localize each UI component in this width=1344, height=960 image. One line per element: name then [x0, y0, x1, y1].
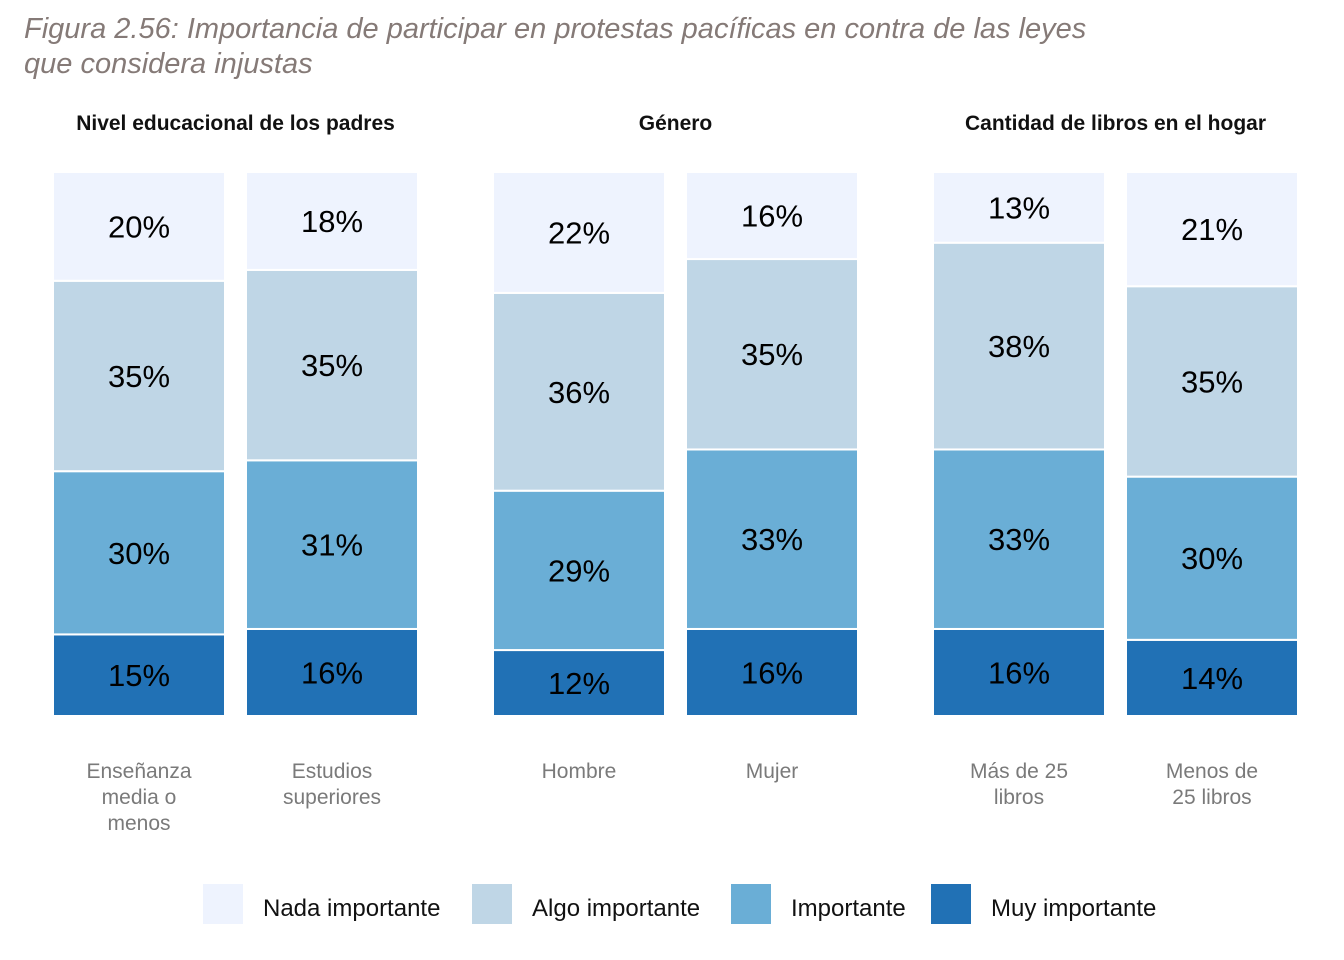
category-label: Hombre	[542, 760, 617, 783]
bar-segment	[685, 258, 859, 451]
panel-title: Género	[639, 112, 713, 135]
bar-segment	[245, 459, 419, 630]
legend-label: Algo importante	[532, 895, 700, 922]
data-label: 33%	[988, 522, 1050, 557]
data-label: 36%	[548, 375, 610, 410]
data-label: 21%	[1181, 212, 1243, 247]
bar-segment	[52, 279, 226, 473]
bar-segment	[492, 171, 666, 294]
category-label-line: Enseñanza	[86, 760, 191, 783]
data-label: 35%	[301, 348, 363, 383]
data-label: 18%	[301, 204, 363, 239]
category-label-line: libros	[994, 786, 1044, 809]
legend-swatch	[203, 884, 243, 924]
data-label: 14%	[1181, 661, 1243, 696]
data-label: 29%	[548, 553, 610, 588]
category-label-line: Hombre	[542, 760, 617, 783]
bar-segment	[932, 627, 1106, 718]
figure-title: Figura 2.56: Importancia de participar e…	[24, 13, 1087, 80]
category-label-line: superiores	[283, 786, 381, 809]
category-label-line: media o	[102, 786, 177, 809]
data-label: 16%	[741, 655, 803, 690]
bar-segment	[1125, 475, 1299, 641]
category-label: Más de 25 libros	[970, 760, 1068, 809]
data-label: 31%	[301, 528, 363, 563]
data-label: 35%	[1181, 364, 1243, 399]
bar-segment	[685, 171, 859, 261]
panel-title: Nivel educacional de los padres	[76, 112, 395, 135]
category-label: Enseñanza media o menos	[86, 760, 191, 835]
bar-segment	[1125, 171, 1299, 288]
bar-segment	[685, 627, 859, 718]
category-label: Estudios superiores	[283, 760, 381, 809]
data-label: 16%	[988, 655, 1050, 690]
bar-segment	[932, 241, 1106, 451]
legend-swatch	[472, 884, 512, 924]
bar-segment	[52, 470, 226, 636]
data-label: 35%	[108, 359, 170, 394]
panel-title: Cantidad de libros en el hogar	[965, 112, 1266, 135]
bar-segment	[52, 171, 226, 282]
data-label: 15%	[108, 658, 170, 693]
bar-segment	[1125, 638, 1299, 718]
category-label: Menos de 25 libros	[1166, 760, 1258, 809]
legend-swatch	[731, 884, 771, 924]
bar-segment	[1125, 285, 1299, 478]
bar-segment	[245, 268, 419, 462]
category-label-line: Más de 25	[970, 760, 1068, 783]
legend-label: Importante	[791, 895, 906, 922]
data-label: 33%	[741, 522, 803, 557]
data-label: 20%	[108, 209, 170, 244]
data-label: 35%	[741, 337, 803, 372]
bar-segment	[245, 171, 419, 271]
category-label-line: menos	[107, 812, 170, 835]
bar-segment	[492, 291, 666, 492]
category-label-line: Estudios	[292, 760, 373, 783]
data-label: 30%	[1181, 541, 1243, 576]
bar-segment	[492, 489, 666, 652]
category-label-line: Mujer	[746, 760, 799, 783]
bar-segment	[932, 171, 1106, 244]
bar-segment	[685, 448, 859, 630]
data-label: 13%	[988, 190, 1050, 225]
legend-label: Muy importante	[991, 895, 1156, 922]
data-label: 16%	[301, 655, 363, 690]
bar-segment	[52, 633, 226, 718]
category-label-line: 25 libros	[1172, 786, 1251, 809]
legend-label: Nada importante	[263, 895, 440, 922]
category-label-line: Menos de	[1166, 760, 1258, 783]
data-label: 30%	[108, 536, 170, 571]
bar-segment	[245, 627, 419, 718]
category-label: Mujer	[746, 760, 799, 783]
data-label: 16%	[741, 199, 803, 234]
data-label: 38%	[988, 329, 1050, 364]
data-label: 22%	[548, 215, 610, 250]
data-label: 12%	[548, 666, 610, 701]
legend-swatch	[931, 884, 971, 924]
